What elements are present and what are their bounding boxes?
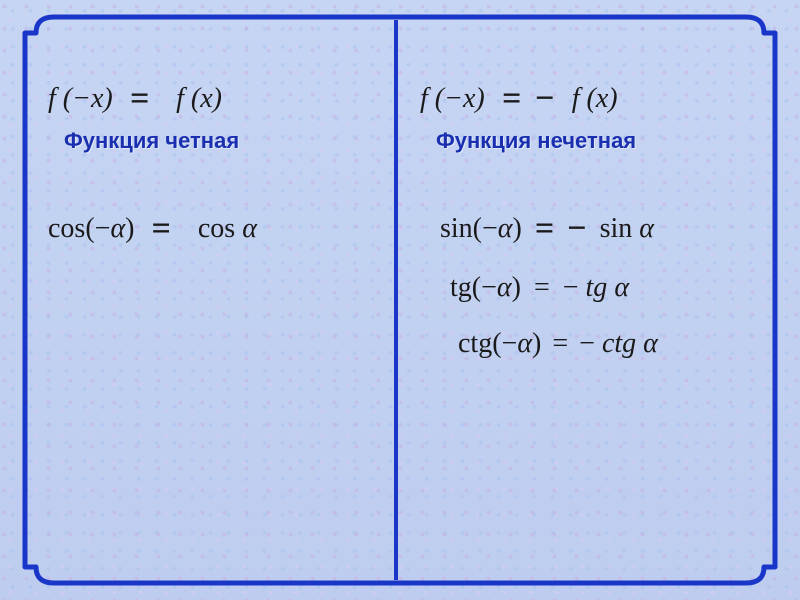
def-rhs: f (x) [562,83,628,114]
eq-lhs: tg(−α) [450,272,521,303]
def-lhs: f (−x) [420,83,485,114]
eq-rhs: cos α [188,213,267,244]
eq-equals: = [548,328,572,359]
column-even: f (−x) = f (x) Функция четная cos(−α) = … [48,80,388,560]
eq-equals: = [528,272,556,303]
eq-neg: − [579,328,595,359]
even-examples: cos(−α) = cos α [48,210,388,248]
definition-odd: f (−x) = − f (x) [420,80,770,118]
eq-lhs: ctg(−α) [458,328,541,359]
definition-even: f (−x) = f (x) [48,80,388,118]
column-odd: f (−x) = − f (x) Функция нечетная sin(−α… [420,80,770,560]
eq-rhs: tg α [586,272,629,303]
label-odd: Функция нечетная [420,128,770,154]
eq-neg: − [567,210,586,247]
eq-lhs: sin(−α) [440,213,522,244]
def-neg: − [534,80,555,117]
eq-rhs: sin α [594,213,654,244]
eq-ctg: ctg(−α) = − ctg α [440,328,770,360]
label-even: Функция четная [48,128,388,154]
eq-lhs: cos(−α) [48,213,134,244]
eq-rhs: ctg α [602,328,658,359]
def-rhs: f (x) [166,83,232,114]
eq-equals: = [529,210,560,247]
eq-cos: cos(−α) = cos α [48,210,388,248]
eq-sin: sin(−α) = − sin α [440,210,770,248]
def-equals: = [120,80,159,117]
content-area: f (−x) = f (x) Функция четная cos(−α) = … [0,0,800,600]
odd-examples: sin(−α) = − sin α tg(−α) = − tg α ctg(−α… [420,210,770,360]
eq-neg: − [563,272,579,303]
eq-tg: tg(−α) = − tg α [440,272,770,304]
def-equals: = [492,80,527,117]
eq-equals: = [141,210,180,247]
def-lhs: f (−x) [48,83,113,114]
